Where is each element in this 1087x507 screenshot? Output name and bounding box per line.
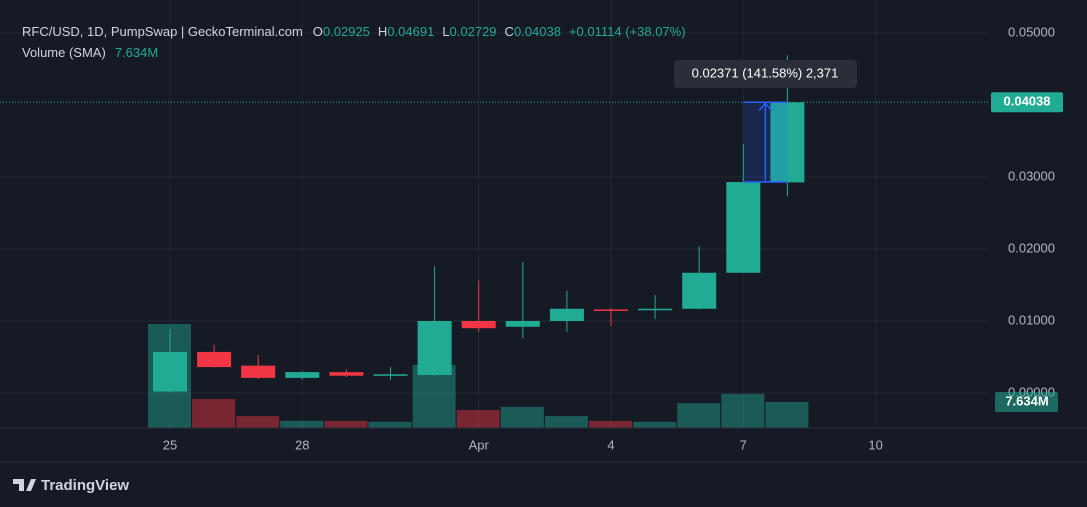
candle-body — [241, 365, 276, 378]
candle-body — [285, 372, 320, 378]
volume-bar — [589, 420, 632, 428]
volume-title: Volume (SMA) — [22, 45, 106, 60]
volume-bar — [236, 416, 280, 428]
ohlc-value: 0.02925 — [323, 24, 370, 39]
tradingview-logo: TradingView — [13, 477, 129, 494]
volume-legend: Volume (SMA) 7.634M — [22, 45, 158, 60]
candle-body — [197, 351, 232, 368]
x-tick-label: Apr — [469, 437, 490, 452]
ohlc-value: 0.02729 — [450, 24, 497, 39]
volume-bar — [500, 406, 544, 428]
volume-value: 7.634M — [115, 45, 158, 60]
volume-bar — [721, 393, 765, 428]
candle-body — [329, 372, 364, 376]
last-price-label: 0.04038 — [1004, 94, 1051, 109]
candle-body — [461, 321, 496, 329]
measure-arrow-head — [758, 102, 772, 111]
measure-text: 0.02371 (141.58%) 2,371 — [692, 65, 839, 80]
legend-header: RFC/USD, 1D, PumpSwap | GeckoTerminal.co… — [22, 24, 686, 39]
candle-body — [505, 321, 540, 327]
volume-bar — [677, 403, 721, 428]
candle-body — [638, 308, 673, 311]
candle-body — [417, 321, 452, 376]
y-tick-label: 0.05000 — [1008, 24, 1055, 39]
x-tick-label: 28 — [295, 437, 309, 452]
y-tick-label: 0.02000 — [1008, 240, 1055, 255]
volume-bar — [280, 420, 324, 428]
change: +0.01114 (+38.07%) — [569, 24, 686, 39]
volume-bar — [368, 421, 412, 428]
ohlc-value: 0.04038 — [514, 24, 561, 39]
volume-axis-label: 7.634M — [1005, 393, 1048, 408]
volume-label-box — [995, 391, 1058, 412]
y-tick-label: 0.03000 — [1008, 168, 1055, 183]
ohlc-letter: H — [378, 24, 387, 39]
volume-bar — [324, 420, 368, 428]
x-tick-label: 7 — [740, 437, 747, 452]
logo-icon — [13, 479, 36, 491]
volume-bar — [544, 416, 588, 428]
y-tick-label: 0.01000 — [1008, 312, 1055, 327]
volume-bar — [192, 399, 236, 428]
ohlc-value: 0.04691 — [387, 24, 434, 39]
grid — [0, 0, 990, 428]
volume-bar — [765, 401, 809, 428]
symbol-title: RFC/USD, 1D, PumpSwap | GeckoTerminal.co… — [22, 24, 303, 39]
candle-body — [594, 309, 628, 311]
candle-body — [682, 272, 717, 309]
last-price-box — [991, 92, 1063, 113]
candle-body — [770, 102, 805, 183]
candle-body — [549, 308, 584, 321]
candle-body — [726, 182, 761, 273]
volume-bar — [456, 409, 500, 428]
ohlc-letter: O — [313, 24, 323, 39]
ohlc-letter: C — [505, 24, 514, 39]
x-tick-label: 10 — [868, 437, 882, 452]
measure-tooltip — [674, 60, 857, 88]
ohlc-letter: L — [442, 24, 449, 39]
candle-body — [153, 351, 187, 392]
volume-bar — [633, 421, 677, 428]
candles: 0.02371 (141.58%) 2,371 — [0, 55, 990, 393]
x-tick-label: 25 — [163, 437, 177, 452]
brand: TradingView — [41, 477, 129, 494]
candle-body — [373, 374, 408, 376]
x-tick-label: 4 — [607, 437, 614, 452]
